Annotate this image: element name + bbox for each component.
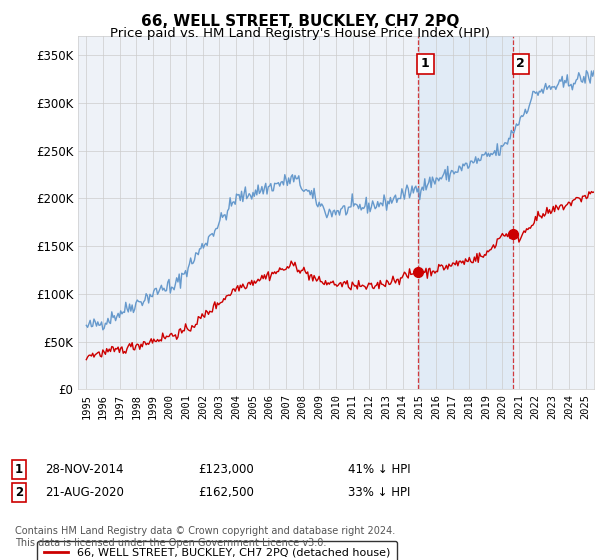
Text: 1: 1	[421, 57, 430, 71]
Text: Price paid vs. HM Land Registry's House Price Index (HPI): Price paid vs. HM Land Registry's House …	[110, 27, 490, 40]
Text: 2: 2	[15, 486, 23, 498]
Text: £162,500: £162,500	[198, 486, 254, 498]
Text: 2: 2	[516, 57, 525, 71]
Legend: 66, WELL STREET, BUCKLEY, CH7 2PQ (detached house), HPI: Average price, detached: 66, WELL STREET, BUCKLEY, CH7 2PQ (detac…	[37, 541, 397, 560]
Text: 41% ↓ HPI: 41% ↓ HPI	[348, 463, 410, 476]
Text: 33% ↓ HPI: 33% ↓ HPI	[348, 486, 410, 498]
Text: 28-NOV-2014: 28-NOV-2014	[45, 463, 124, 476]
Bar	[418, 36, 513, 389]
Text: £123,000: £123,000	[198, 463, 254, 476]
Text: 66, WELL STREET, BUCKLEY, CH7 2PQ: 66, WELL STREET, BUCKLEY, CH7 2PQ	[141, 14, 459, 29]
Text: 1: 1	[15, 463, 23, 476]
Text: 21-AUG-2020: 21-AUG-2020	[45, 486, 124, 498]
Text: Contains HM Land Registry data © Crown copyright and database right 2024.
This d: Contains HM Land Registry data © Crown c…	[15, 526, 395, 548]
